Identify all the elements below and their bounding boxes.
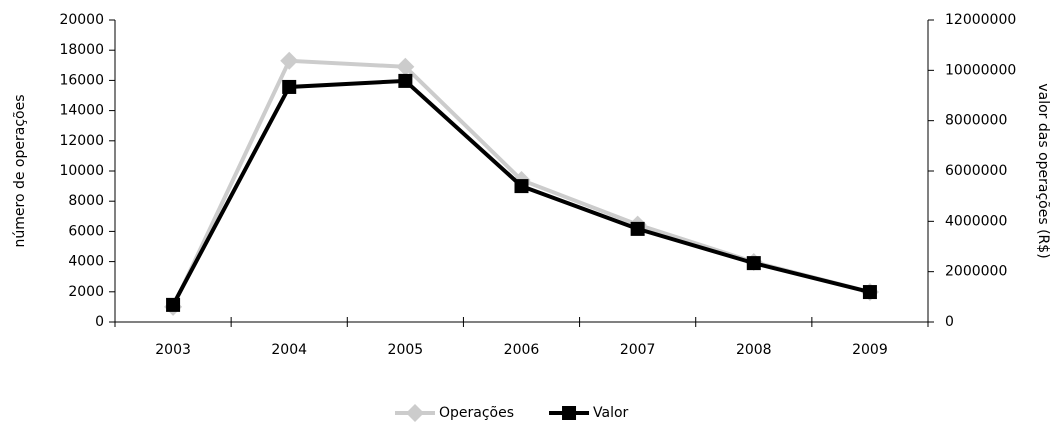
legend-label: Operações <box>439 405 514 421</box>
y2-axis-title: valor das operações (R$) <box>1035 83 1051 258</box>
y-tick-label: 2000 <box>68 284 104 300</box>
marker <box>280 51 299 70</box>
marker <box>630 221 645 236</box>
y-tick-label: 8000 <box>68 193 104 209</box>
marker <box>562 406 577 420</box>
x-tick-label: 2008 <box>736 342 772 358</box>
y-tick-label: 20000 <box>59 12 104 28</box>
marker <box>406 404 424 422</box>
y-tick-label: 10000 <box>59 163 104 179</box>
y-tick-label: 14000 <box>59 103 104 119</box>
y-tick-label: 6000 <box>68 223 104 239</box>
x-tick-label: 2009 <box>852 342 888 358</box>
marker <box>166 297 181 312</box>
marker <box>396 57 415 76</box>
x-tick-label: 2007 <box>620 342 656 358</box>
y2-tick-label: 0 <box>945 314 954 330</box>
marker <box>282 79 297 94</box>
y2-tick-label: 2000000 <box>945 264 1007 280</box>
y2-tick-label: 10000000 <box>945 62 1016 78</box>
y-tick-label: 18000 <box>59 42 104 58</box>
y-tick-label: 16000 <box>59 72 104 88</box>
x-tick-label: 2004 <box>271 342 307 358</box>
marker <box>398 73 413 88</box>
y-tick-label: 0 <box>95 314 104 330</box>
y-tick-label: 12000 <box>59 133 104 149</box>
x-tick-label: 2003 <box>155 342 191 358</box>
marker <box>862 285 877 300</box>
y2-tick-label: 12000000 <box>945 12 1016 28</box>
y-axis-title: número de operações <box>12 95 28 248</box>
marker <box>514 179 529 194</box>
legend-label: Valor <box>593 405 629 421</box>
y-tick-label: 4000 <box>68 254 104 270</box>
x-tick-label: 2006 <box>504 342 540 358</box>
marker <box>746 256 761 271</box>
y2-tick-label: 8000000 <box>945 113 1007 129</box>
x-tick-label: 2005 <box>388 342 424 358</box>
legend: Operações Valor <box>395 404 629 422</box>
y2-tick-label: 4000000 <box>945 213 1007 229</box>
y2-tick-label: 6000000 <box>945 163 1007 179</box>
